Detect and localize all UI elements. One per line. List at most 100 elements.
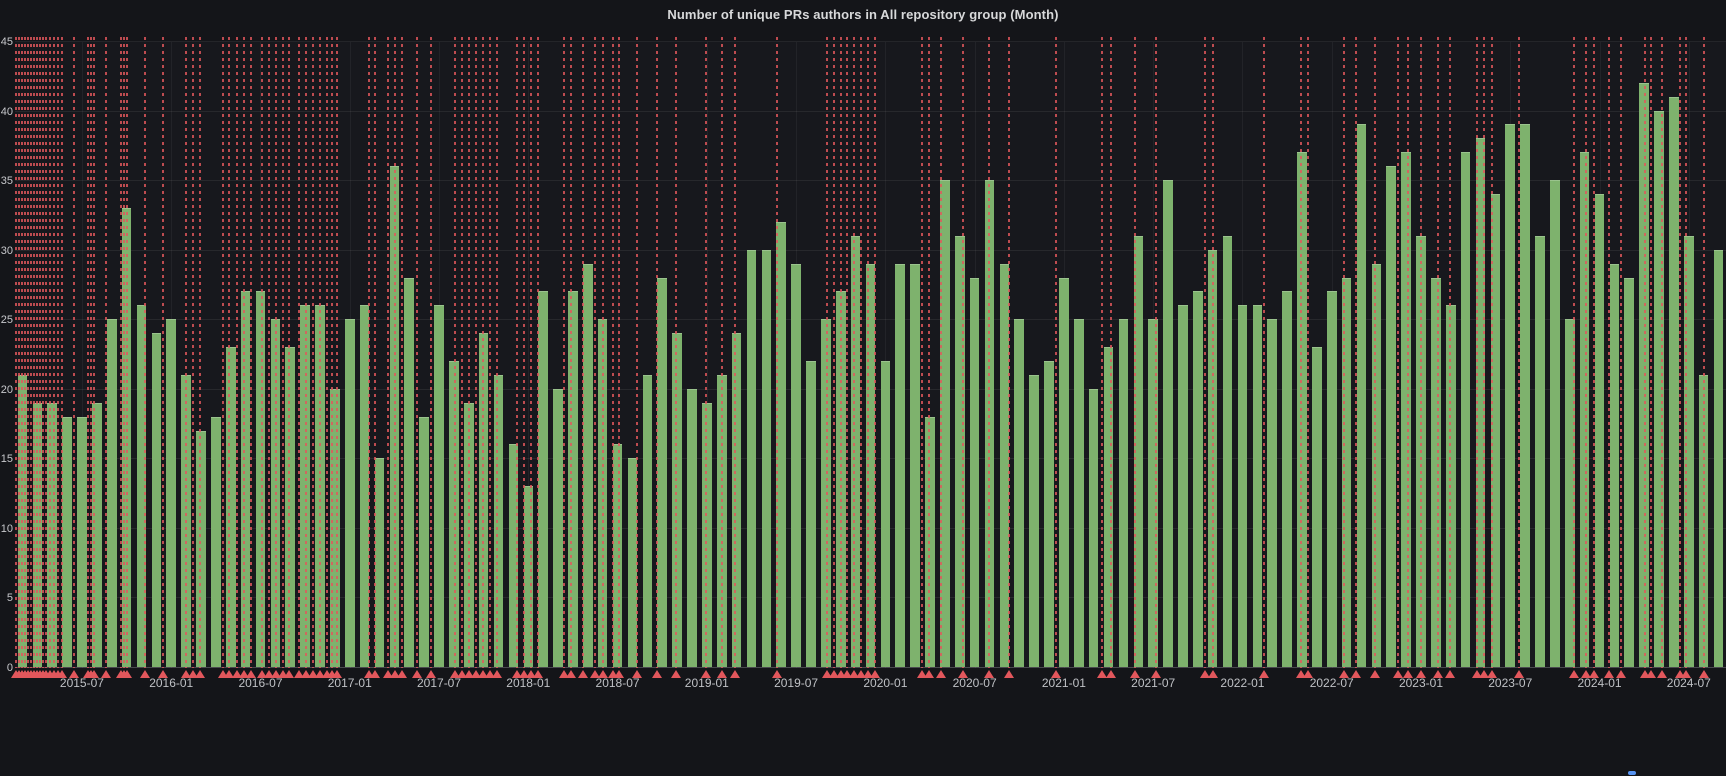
annotation-marker-icon[interactable] — [181, 670, 191, 678]
bar[interactable] — [1386, 166, 1397, 667]
annotation-marker-icon[interactable] — [1433, 670, 1443, 678]
bar[interactable] — [687, 388, 697, 667]
annotation-marker-icon[interactable] — [122, 670, 132, 678]
annotation-marker-icon[interactable] — [485, 670, 495, 678]
bar[interactable] — [1252, 305, 1263, 667]
bar[interactable] — [404, 277, 415, 667]
annotation-marker-icon[interactable] — [271, 670, 281, 678]
bar[interactable] — [211, 416, 221, 667]
bar[interactable] — [1505, 124, 1516, 667]
bar[interactable] — [1341, 277, 1352, 667]
bar[interactable] — [523, 486, 534, 667]
annotation-marker-icon[interactable] — [717, 670, 727, 678]
annotation-marker-icon[interactable] — [559, 670, 569, 678]
annotation-marker-icon[interactable] — [232, 670, 242, 678]
bar[interactable] — [1475, 138, 1486, 667]
bar[interactable] — [940, 180, 950, 667]
bar[interactable] — [1669, 96, 1679, 667]
annotation-marker-icon[interactable] — [69, 670, 79, 678]
bar[interactable] — [1579, 152, 1590, 667]
annotation-marker-icon[interactable] — [1487, 670, 1497, 678]
annotation-marker-icon[interactable] — [614, 670, 624, 678]
bar[interactable] — [1713, 249, 1724, 667]
bar[interactable] — [285, 347, 296, 667]
bar[interactable] — [791, 263, 801, 667]
bar[interactable] — [746, 249, 757, 667]
annotation-marker-icon[interactable] — [1646, 670, 1656, 678]
annotation-marker-icon[interactable] — [822, 670, 832, 678]
bar[interactable] — [1222, 235, 1233, 667]
annotation-marker-icon[interactable] — [526, 670, 536, 678]
annotation-marker-icon[interactable] — [1200, 670, 1210, 678]
annotation-marker-icon[interactable] — [856, 670, 866, 678]
bar[interactable] — [434, 305, 444, 667]
annotation-marker-icon[interactable] — [278, 670, 288, 678]
annotation-marker-icon[interactable] — [364, 670, 374, 678]
annotation-marker-icon[interactable] — [315, 670, 325, 678]
bar[interactable] — [1520, 124, 1530, 667]
annotation-marker-icon[interactable] — [492, 670, 502, 678]
bar[interactable] — [1654, 110, 1664, 667]
bar[interactable] — [359, 305, 370, 667]
annotation-marker-icon[interactable] — [917, 670, 927, 678]
annotation-marker-icon[interactable] — [464, 670, 474, 678]
annotation-marker-icon[interactable] — [1403, 670, 1413, 678]
annotation-marker-icon[interactable] — [836, 670, 846, 678]
annotation-marker-icon[interactable] — [1106, 670, 1116, 678]
bar[interactable] — [330, 388, 340, 667]
bar[interactable] — [1609, 263, 1620, 667]
bar[interactable] — [895, 263, 906, 667]
annotation-marker-icon[interactable] — [246, 670, 256, 678]
annotation-marker-icon[interactable] — [1479, 670, 1489, 678]
bar[interactable] — [776, 221, 787, 667]
bar[interactable] — [419, 416, 429, 667]
annotation-marker-icon[interactable] — [829, 670, 839, 678]
bar[interactable] — [1490, 194, 1501, 667]
annotation-marker-icon[interactable] — [478, 670, 488, 678]
bar[interactable] — [1326, 291, 1337, 667]
bar[interactable] — [240, 291, 251, 667]
annotation-marker-icon[interactable] — [412, 670, 422, 678]
annotation-marker-icon[interactable] — [1339, 670, 1349, 678]
annotation-marker-icon[interactable] — [426, 670, 436, 678]
bar[interactable] — [1356, 124, 1367, 667]
annotation-marker-icon[interactable] — [533, 670, 543, 678]
annotation-marker-icon[interactable] — [1303, 670, 1313, 678]
bar[interactable] — [1044, 360, 1054, 667]
bar[interactable] — [910, 263, 920, 667]
annotation-marker-icon[interactable] — [383, 670, 393, 678]
bar[interactable] — [1371, 263, 1382, 667]
annotation-marker-icon[interactable] — [239, 670, 249, 678]
bar[interactable] — [1103, 347, 1114, 667]
annotation-marker-icon[interactable] — [89, 670, 99, 678]
annotation-marker-icon[interactable] — [1296, 670, 1306, 678]
bar[interactable] — [1014, 319, 1025, 667]
annotation-marker-icon[interactable] — [849, 670, 859, 678]
bar[interactable] — [92, 402, 102, 667]
annotation-marker-icon[interactable] — [1472, 670, 1482, 678]
annotation-marker-icon[interactable] — [608, 670, 618, 678]
bar[interactable] — [344, 319, 355, 667]
bar[interactable] — [969, 277, 980, 667]
bar[interactable] — [493, 374, 504, 667]
annotation-marker-icon[interactable] — [224, 670, 234, 678]
bar[interactable] — [225, 347, 236, 667]
bar[interactable] — [77, 416, 87, 667]
bar[interactable] — [1088, 388, 1099, 667]
annotation-marker-icon[interactable] — [519, 670, 529, 678]
annotation-marker-icon[interactable] — [1351, 670, 1361, 678]
annotation-marker-icon[interactable] — [140, 670, 150, 678]
annotation-marker-icon[interactable] — [1208, 670, 1218, 678]
annotation-marker-icon[interactable] — [1151, 670, 1161, 678]
annotation-marker-icon[interactable] — [1259, 670, 1269, 678]
bar[interactable] — [806, 360, 816, 667]
bar[interactable] — [1118, 319, 1129, 667]
bar[interactable] — [1282, 291, 1292, 667]
annotation-marker-icon[interactable] — [632, 670, 642, 678]
bar[interactable] — [821, 319, 831, 667]
annotation-marker-icon[interactable] — [158, 670, 168, 678]
bar[interactable] — [731, 333, 742, 667]
bar[interactable] — [166, 319, 176, 667]
annotation-marker-icon[interactable] — [598, 670, 608, 678]
bar[interactable] — [151, 333, 162, 667]
